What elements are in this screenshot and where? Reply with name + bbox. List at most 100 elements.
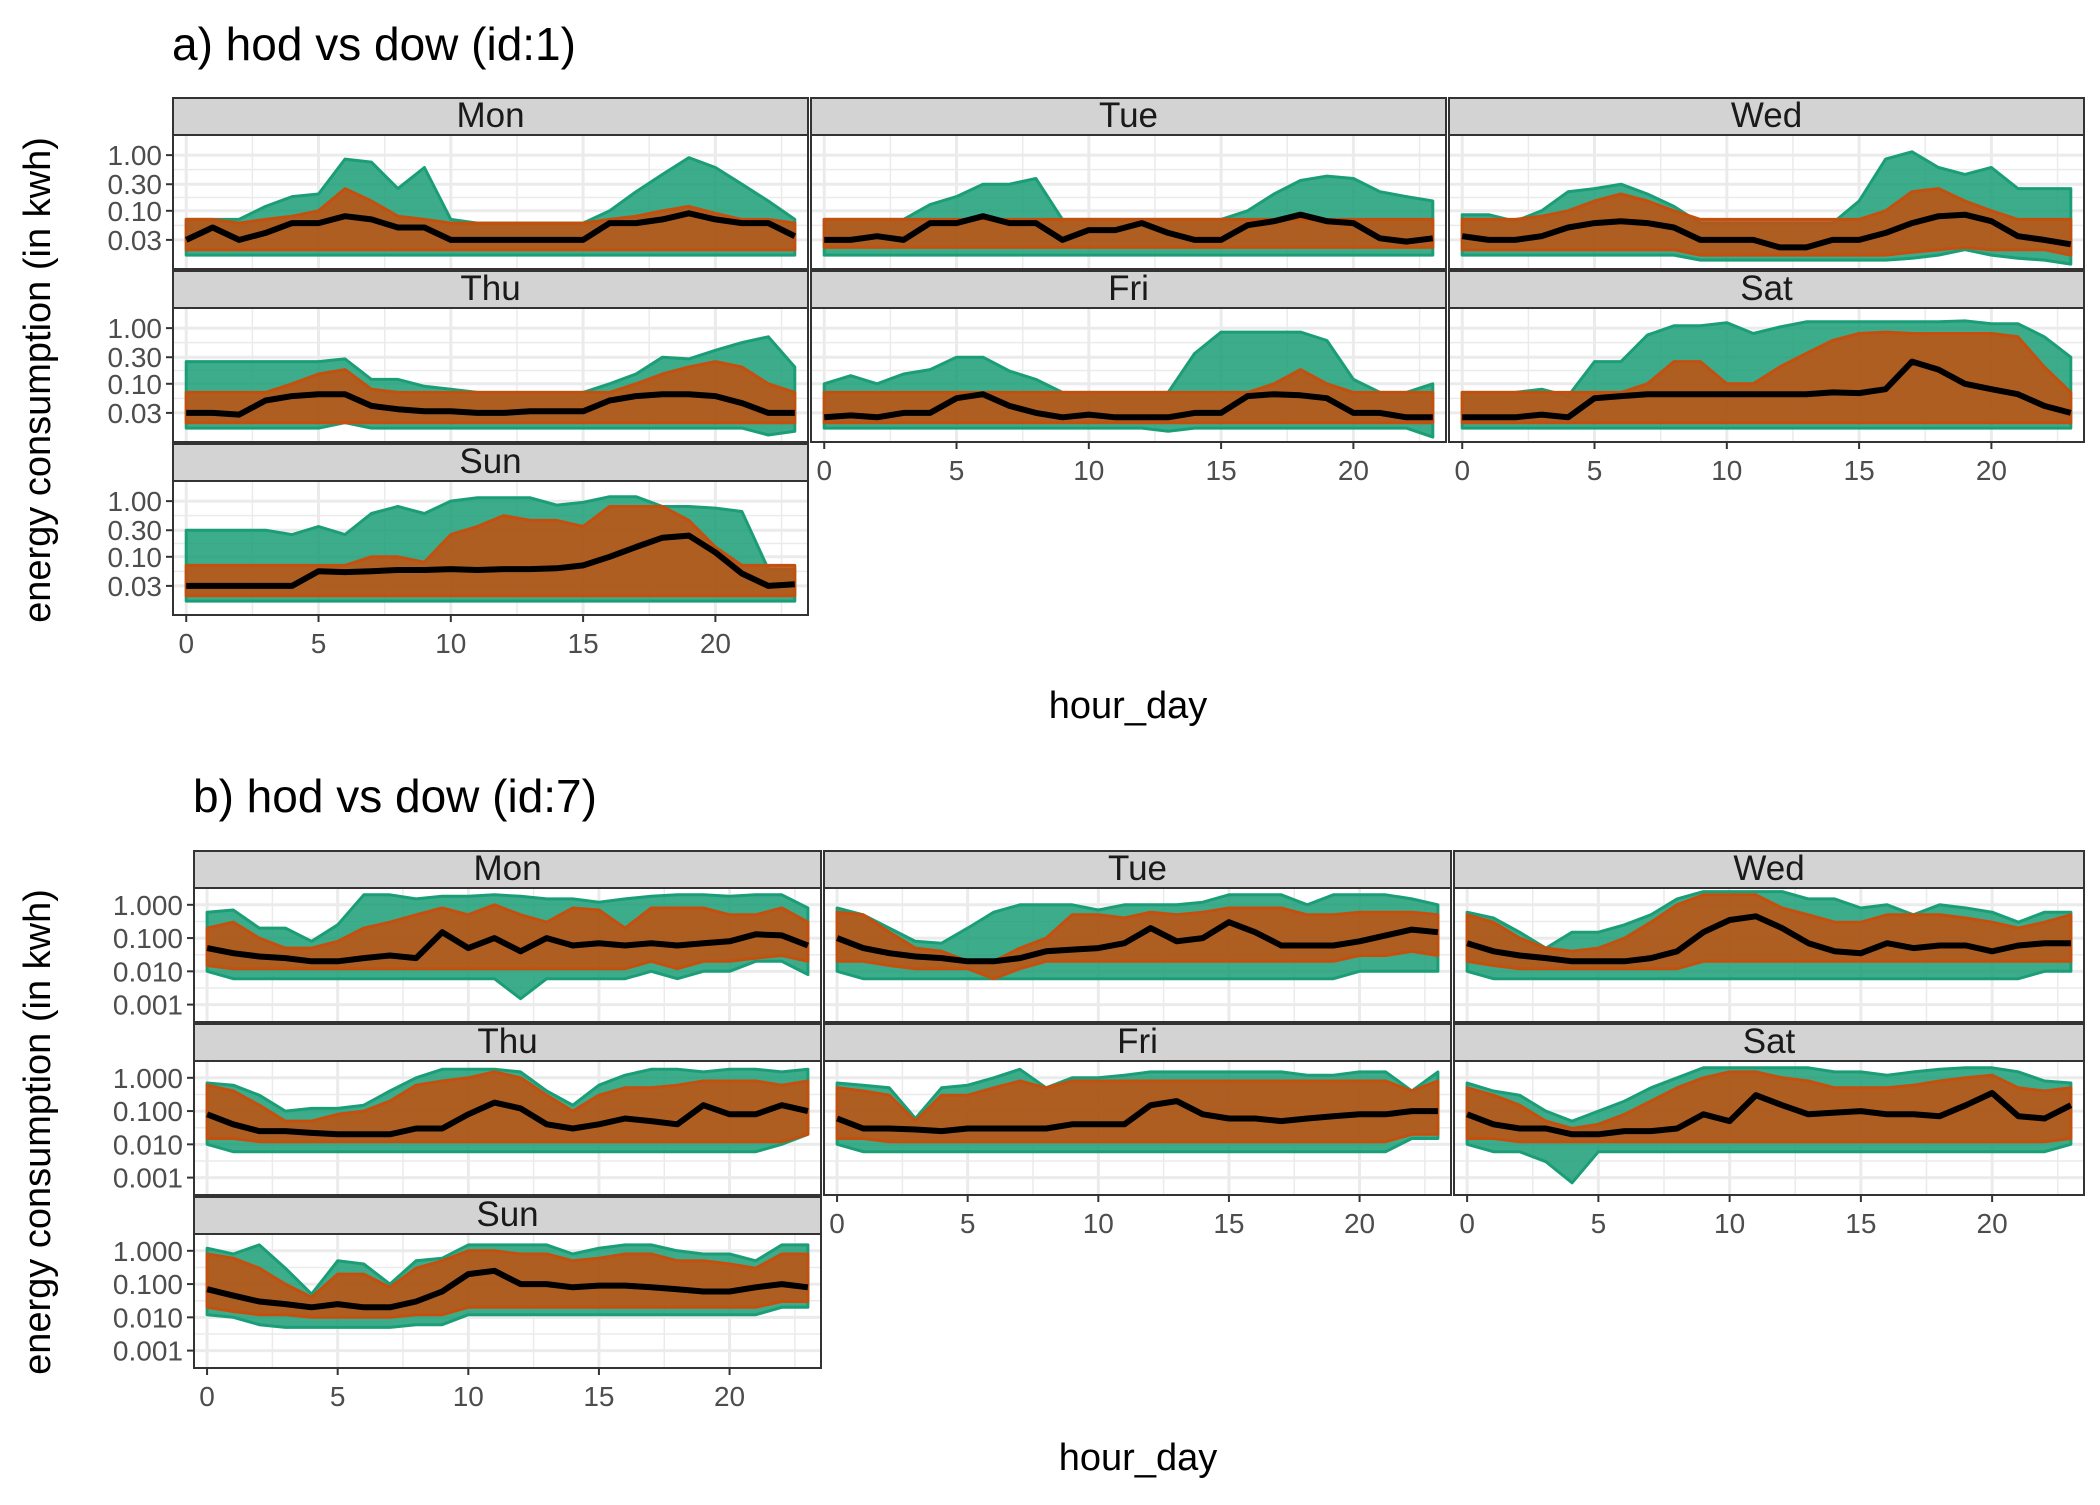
y-tick-label: 0.001 [113, 990, 183, 1021]
inner-quantile-band [835, 906, 1440, 981]
panel-plot-area [1449, 135, 2084, 269]
facet-strip [823, 850, 1452, 889]
x-tick-label: 10 [1711, 455, 1742, 486]
facet-label: Thu [477, 1022, 537, 1061]
facet-mon: Mon 1.000.300.100.03 [108, 96, 809, 270]
x-tick-label: 15 [1845, 1208, 1876, 1239]
x-axis-label: hour_day [1059, 1437, 1217, 1479]
x-axis-label: hour_day [1049, 685, 1207, 727]
x-tick-label: 5 [949, 455, 965, 486]
median-line [186, 391, 795, 418]
panel-plot-area [173, 308, 808, 442]
facet-strip [172, 97, 809, 136]
facet-label: Sun [476, 1195, 538, 1234]
chart-title: a) hod vs dow (id:1) [172, 18, 576, 70]
median-line [836, 919, 1439, 965]
facet-sun: Sun 1.000.300.100.03 0 5 10 15 20 [108, 442, 809, 659]
panel-plot-area [1454, 888, 2084, 1022]
facet-strip [810, 97, 1447, 136]
facet-tue: Tue [823, 849, 1452, 1023]
chart-a: a) hod vs dow (id:1) energy consumption (… [17, 18, 2085, 727]
x-tick-label: 0 [1454, 455, 1470, 486]
facet-label: Tue [1099, 96, 1158, 135]
y-tick-label: 0.001 [113, 1163, 183, 1194]
panel-border [810, 307, 1447, 443]
facet-fri: Fri 0 5 10 15 20 [810, 269, 1447, 486]
facet-label: Wed [1733, 849, 1804, 888]
panel-border [1448, 134, 2085, 270]
facet-fri: Fri 0 5 10 15 20 [823, 1022, 1452, 1239]
median-line [184, 210, 797, 243]
y-tick-label: 0.10 [108, 542, 163, 573]
panel-plot-area [194, 888, 821, 1022]
x-tick-label: 0 [816, 455, 832, 486]
panel-border [1453, 887, 2085, 1023]
median-line [836, 1098, 1438, 1135]
facet-strip [193, 1196, 822, 1235]
inner-quantile-band [1465, 1070, 2073, 1144]
x-tick-label: 5 [1587, 455, 1603, 486]
median-line [206, 1267, 809, 1311]
facet-wed: Wed [1448, 96, 2085, 270]
panel-border [193, 887, 822, 1023]
facet-strip [1453, 850, 2085, 889]
x-tick-label: 5 [311, 628, 327, 659]
facet-tue: Tue [810, 96, 1447, 270]
median-line [1461, 211, 2072, 251]
y-tick-label: 1.000 [113, 1063, 183, 1094]
y-tick-label: 0.30 [108, 169, 163, 200]
median-line [206, 929, 809, 965]
x-tick-label: 20 [700, 628, 731, 659]
facet-label: Wed [1731, 96, 1802, 135]
facet-wed: Wed [1453, 849, 2085, 1023]
panel-border [1453, 1060, 2085, 1196]
x-tick-label: 10 [1073, 455, 1104, 486]
panel-border [172, 480, 809, 616]
panel-plot-area [173, 135, 808, 269]
x-tick-label: 10 [1083, 1208, 1114, 1239]
y-tick-label: 0.30 [108, 342, 163, 373]
facet-strip [172, 270, 809, 309]
facet-label: Fri [1108, 269, 1149, 308]
x-tick-label: 20 [714, 1381, 745, 1412]
y-tick-label: 0.03 [108, 571, 163, 602]
x-tick-label: 10 [453, 1381, 484, 1412]
facet-label: Sun [459, 442, 521, 481]
inner-quantile-band [1460, 187, 2073, 257]
x-tick-label: 5 [330, 1381, 346, 1412]
facet-label: Mon [456, 96, 524, 135]
chart-b: b) hod vs dow (id:7) energy consumption (… [17, 770, 2085, 1479]
y-tick-label: 1.00 [108, 486, 163, 517]
facet-label: Mon [473, 849, 541, 888]
panel-plot-area [1449, 308, 2084, 442]
facet-strip [823, 1023, 1452, 1062]
median-line [1466, 913, 2071, 965]
y-axis-label: energy consumption (in kwh) [17, 137, 59, 623]
panel-plot-area [194, 1061, 821, 1195]
facet-label: Sat [1740, 269, 1793, 308]
inner-quantile-band [822, 217, 1435, 249]
y-tick-label: 0.010 [113, 1129, 183, 1160]
facet-strip [1448, 270, 2085, 309]
y-tick-label: 1.000 [113, 890, 183, 921]
facet-sat: Sat 0 5 10 15 20 [1453, 1022, 2085, 1239]
median-line [206, 1099, 809, 1138]
x-tick-label: 20 [1976, 455, 2007, 486]
panel-plot-area [1454, 1061, 2084, 1195]
chart-title: b) hod vs dow (id:7) [193, 770, 597, 822]
facet-label: Tue [1108, 849, 1167, 888]
panel-border [823, 1060, 1452, 1196]
median-line [1466, 1090, 2073, 1138]
panel-border [172, 134, 809, 270]
x-tick-label: 0 [178, 628, 194, 659]
y-tick-label: 0.10 [108, 369, 163, 400]
facet-label: Fri [1117, 1022, 1158, 1061]
panel-border [193, 1233, 822, 1369]
x-tick-label: 15 [583, 1381, 614, 1412]
y-tick-label: 1.000 [113, 1236, 183, 1267]
x-tick-label: 5 [1591, 1208, 1607, 1239]
y-tick-label: 0.010 [113, 956, 183, 987]
